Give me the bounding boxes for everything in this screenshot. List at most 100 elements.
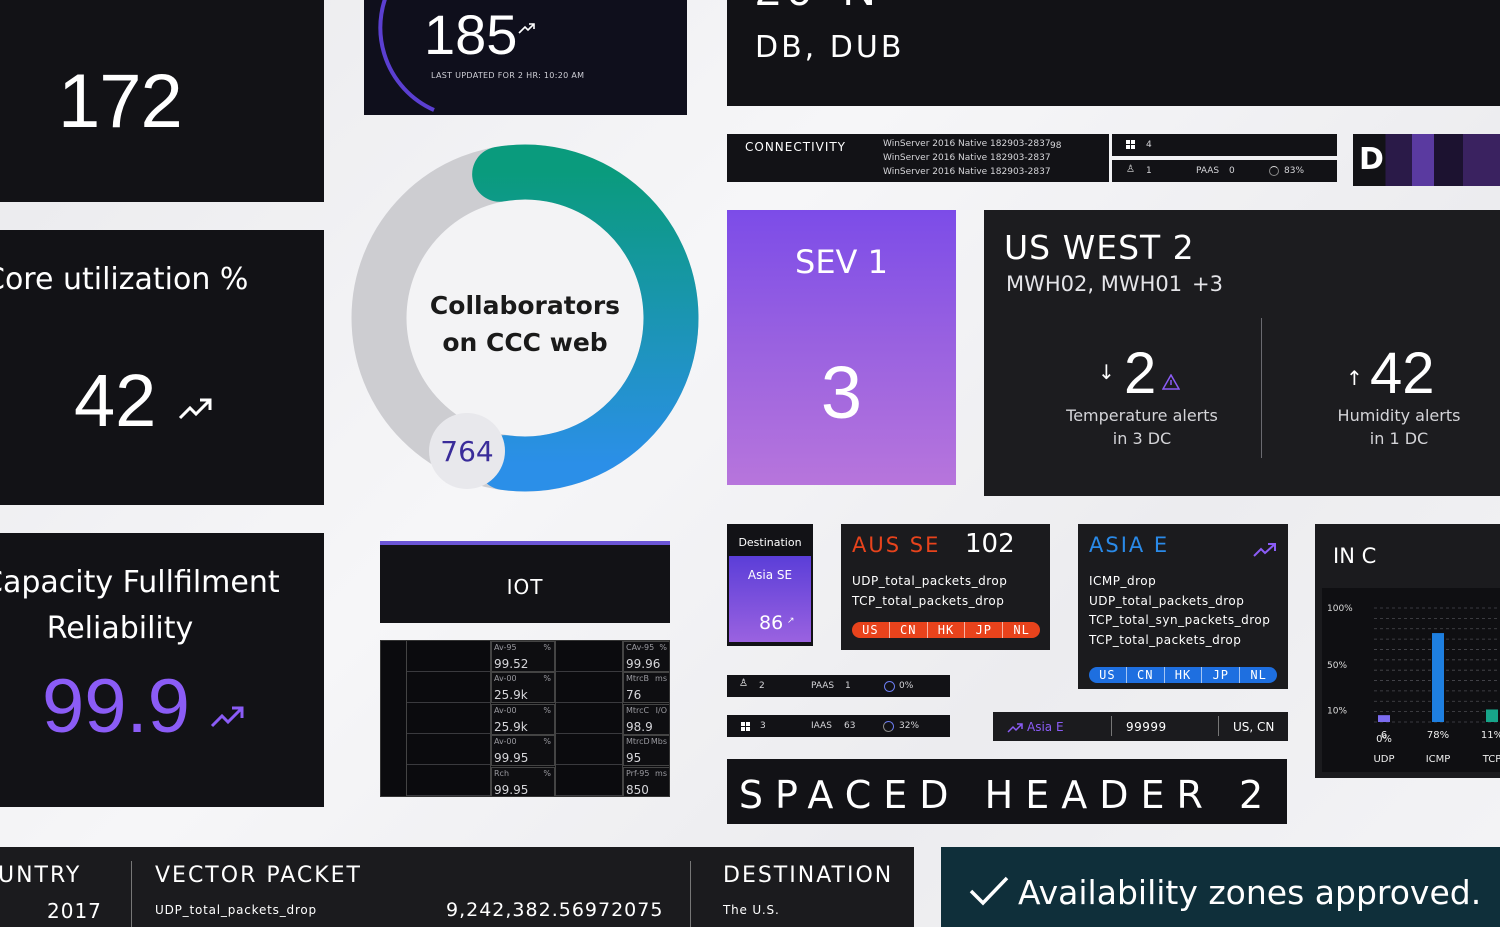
bar-tcp <box>1486 709 1498 722</box>
connectivity-bar: CONNECTIVITY WinServer 2016 Native 18290… <box>727 134 1109 182</box>
cell-value: 76 <box>626 688 642 703</box>
connectivity-count: 98 <box>1050 141 1062 151</box>
destination-value: 86 <box>759 612 784 634</box>
chart-area: 100% 50% 10% 60% UDP 78% ICMP 11% TCP <box>1322 588 1500 772</box>
connectivity-row: WinServer 2016 Native 182903-2837 <box>883 153 1051 163</box>
temp-label2: in 3 DC <box>1112 429 1172 448</box>
data-sublabel: 0% <box>1376 734 1392 745</box>
asia-country-tags: US CN HK JP NL <box>1089 667 1277 683</box>
collaborators-donut: Collaborators on CCC web 764 <box>340 133 710 503</box>
capacity-tile: Capacity Fullfilment Reliability 99.9 <box>0 533 324 807</box>
vector-value: 9,242,382.56972075 <box>446 899 664 921</box>
d-tile: D <box>1353 134 1500 186</box>
y-tick-label: 50% <box>1327 661 1347 671</box>
trend-up-icon <box>1253 542 1277 562</box>
sev-label: SEV 1 <box>795 243 888 281</box>
os-count-windows: 4 <box>1112 134 1337 156</box>
aus-se-tile[interactable]: AUS SE 102 UDP_total_packets_drop TCP_to… <box>841 524 1050 650</box>
donut-title-line2: on CCC web <box>442 328 608 357</box>
d-letter: D <box>1359 142 1384 177</box>
grid-metric-cell: Av-00% 99.95 <box>491 735 555 767</box>
sev-tile[interactable]: SEV 1 3 <box>727 210 956 485</box>
cell-label: MtrcB <box>626 674 650 684</box>
asia-e-tile[interactable]: ASIA E ICMP_drop UDP_total_packets_drop … <box>1078 524 1288 689</box>
cell-unit: ms <box>655 674 667 684</box>
progress-ring-icon <box>1269 166 1279 176</box>
temp-label1: Temperature alerts <box>1066 406 1218 425</box>
chart-title: IN C <box>1333 544 1377 568</box>
donut-title-line1: Collaborators <box>429 291 621 320</box>
grid-left-metrics: Av-95% 99.52 Av-00% 25.9k Av-00% 25.9k Av-00% 9… <box>491 641 555 797</box>
tile-172: 172 <box>0 0 324 202</box>
os-count-linux: ♙ 1 PAAS 0 83% <box>1112 160 1337 182</box>
country-year: 2017 <box>47 899 102 923</box>
bar-icmp <box>1432 633 1444 722</box>
grid-plot-area <box>555 641 623 796</box>
tile-185: 185 LAST UPDATED FOR 2 HR: 10:20 AM <box>364 0 687 115</box>
windows-icon-gap <box>1126 144 1135 145</box>
temp-value: 2 <box>1124 341 1157 406</box>
paas-label: PAAS <box>811 681 835 691</box>
aus-title: AUS SE <box>852 533 941 557</box>
divider <box>1261 318 1262 458</box>
last-updated: LAST UPDATED FOR 2 HR: 10:20 AM <box>431 71 585 80</box>
paas-label: PAAS <box>1196 166 1220 176</box>
cell-value: 99.95 <box>494 751 529 766</box>
asia-region: Asia E <box>1027 720 1064 734</box>
cell-label: Av-00 <box>494 737 517 747</box>
progress-ring-icon <box>884 681 895 692</box>
grid-right-metrics: CAv-95% 99.96 MtrcB ms 76 MtrcC I/O 98.9 MtrcD Mb… <box>623 641 669 796</box>
asia-summary-bar[interactable]: Asia E 99999 US, CN <box>993 712 1288 741</box>
status-row-windows: 3 IAAS 63 32% <box>727 715 950 737</box>
arc-decoration <box>378 0 435 112</box>
country-tag: NL <box>1250 668 1267 682</box>
capacity-line1: Capacity Fullfilment <box>0 565 280 600</box>
cell-value: 99.52 <box>494 657 529 671</box>
cell-unit: % <box>543 737 551 747</box>
trend-up-icon <box>210 703 246 733</box>
spaced-header: SPACED HEADER 2 <box>727 759 1287 824</box>
iot-tile[interactable]: IOT <box>380 541 670 623</box>
data-label: 11% <box>1481 730 1500 741</box>
asia-metric: UDP_total_packets_drop <box>1089 594 1245 608</box>
cell-value: 99.95 <box>494 782 529 797</box>
cell-unit: Mbs <box>650 737 667 747</box>
y-tick-label: 10% <box>1327 707 1347 717</box>
arrow-up-icon: ↑ <box>1346 366 1363 390</box>
trend-up-icon <box>178 395 214 425</box>
donut-progress-arc <box>472 144 699 492</box>
asia-title: ASIA E <box>1089 533 1170 557</box>
capacity-value: 99.9 <box>42 664 190 749</box>
cell-label: Av-95 <box>494 643 517 652</box>
progress-ring-icon <box>883 721 894 732</box>
cell-label: MtrcD <box>626 737 650 747</box>
iaas-value: 63 <box>844 721 856 731</box>
windows-count: 4 <box>1146 140 1152 150</box>
percent-value: 83% <box>1284 166 1305 176</box>
approval-banner: Availability zones approved. <box>941 847 1500 927</box>
badge-value: 764 <box>440 434 494 468</box>
cell-label: MtrcC <box>626 705 650 715</box>
uswest-more: +3 <box>1192 272 1223 296</box>
iot-label: IOT <box>506 575 544 599</box>
divider <box>690 861 691 927</box>
windows-icon-gap <box>741 726 750 727</box>
windows-count: 3 <box>760 721 766 731</box>
linux-count: 1 <box>1146 166 1152 176</box>
destination-tile[interactable]: Destination Asia SE 86 ↗ <box>727 524 813 646</box>
linux-icon: ♙ <box>739 678 748 689</box>
country-tag: HK <box>1165 667 1203 683</box>
paas-value: 0 <box>1229 166 1235 176</box>
bar-chart: 100% 50% 10% 60% UDP 78% ICMP 11% TCP <box>1327 604 1500 765</box>
aus-metric: UDP_total_packets_drop <box>852 574 1008 588</box>
vector-label: VECTOR PACKET <box>155 863 362 888</box>
grid-metric-cell: CAv-95% 99.96 <box>623 641 669 672</box>
location-header-tile: 20°N DB, DUB <box>727 0 1500 106</box>
cell-unit: % <box>543 768 551 778</box>
country-label: UNTRY <box>0 863 82 888</box>
divider <box>131 861 132 927</box>
humidity-label2: in 1 DC <box>1369 429 1429 448</box>
y-tick-label: 100% <box>1327 604 1353 614</box>
country-tag: US <box>852 622 890 638</box>
cell-value: 25.9k <box>494 719 528 734</box>
